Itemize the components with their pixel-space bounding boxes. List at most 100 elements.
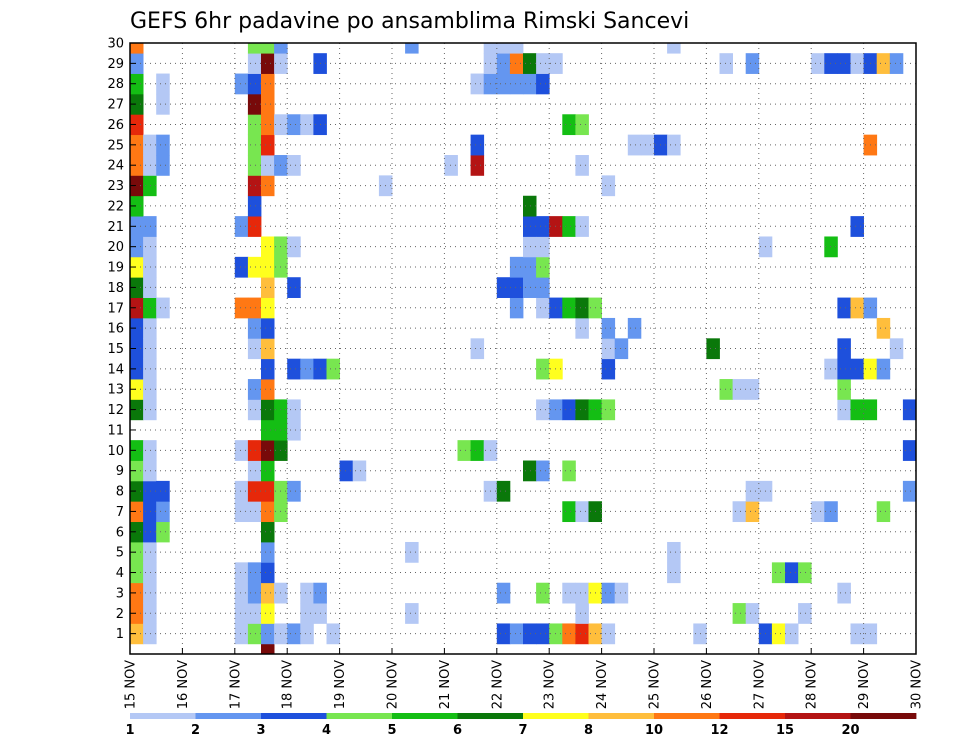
y-tick-label: 2 [116,607,124,622]
heatmap-cell [889,53,904,74]
heatmap-cell [470,338,485,360]
heatmap-cell [405,541,419,563]
heatmap-cell [261,175,275,197]
heatmap-cell [261,155,275,176]
heatmap-cell [667,43,681,54]
heatmap-cell [627,317,642,339]
heatmap-cell [261,236,275,258]
x-tick-label: 26 NOV [700,660,715,709]
heatmap-cell [470,155,485,176]
heatmap-cell [143,379,157,400]
heatmap-cell [536,358,550,380]
y-tick-label: 29 [107,57,124,72]
heatmap-cell [824,236,838,258]
heatmap-cell [798,562,812,584]
colorbar-label: 20 [841,723,859,738]
heatmap-cell [496,582,511,604]
heatmap-cell [287,236,301,258]
heatmap-cell [523,216,537,237]
x-tick-label: 18 NOV [281,660,296,709]
heatmap-cell [850,358,864,380]
heatmap-cell [562,297,576,319]
heatmap-cell [247,43,262,54]
heatmap-cell [261,582,275,604]
heatmap-cell [247,501,262,523]
colorbar-swatch [654,713,720,719]
heatmap-cell [536,623,550,645]
heatmap-cell [247,297,262,319]
heatmap-cell [247,216,262,237]
heatmap-cell [876,53,891,74]
heatmap-cell [261,114,275,136]
heatmap-cell [130,603,144,624]
heatmap-cell [837,297,851,319]
y-tick-label: 12 [107,403,124,418]
heatmap-cell [143,582,157,604]
heatmap-cell [601,175,616,197]
heatmap-cell [234,216,249,237]
x-axis-ticks: 15 NOV 16 NOV 17 NOV 18 NOV 19 NOV 20 NOV 21 N… [124,648,925,709]
heatmap-cell [771,562,786,584]
heatmap-cell [902,480,917,502]
colorbar-label: 5 [387,723,396,738]
heatmap-cell [234,501,249,523]
heatmap-cell [156,521,170,543]
heatmap-cell [536,582,550,604]
heatmap-cell [143,338,157,360]
heatmap-cell [811,53,825,74]
heatmap-cell [850,623,864,645]
x-tick-label: 30 NOV [910,660,925,709]
heatmap-cell [130,175,144,197]
heatmap-cell [261,643,275,655]
heatmap-cell [876,501,891,523]
y-tick-label: 24 [107,159,124,174]
heatmap-cell [130,155,144,176]
y-tick-label: 19 [107,261,124,276]
heatmap-cell [143,623,157,645]
heatmap-cell [562,460,576,482]
heatmap-cell [234,623,249,645]
heatmap-cell [143,277,157,298]
heatmap-cell [575,582,589,604]
heatmap-cell [876,358,891,380]
y-tick-label: 16 [107,322,124,337]
heatmap-cell [247,338,262,360]
heatmap-cell [509,256,524,278]
heatmap-cell [562,501,576,523]
heatmap-cell [745,603,760,624]
colorbar-label: 6 [453,723,462,738]
heatmap-cell [261,338,275,360]
heatmap-cell [536,277,550,298]
heatmap-cell [837,53,851,74]
y-tick-label: 15 [107,342,124,357]
heatmap-cell [575,297,589,319]
heatmap-cell [575,603,589,624]
heatmap-cell [130,277,144,298]
colorbar-swatch [326,713,393,719]
colorbar-swatch [719,713,786,719]
y-tick-label: 5 [116,546,124,561]
heatmap-cell [261,43,275,54]
heatmap-cell [575,216,589,237]
colorbar-swatch [195,713,262,719]
heatmap-cell [261,134,275,156]
heatmap-cell [575,399,589,421]
heatmap-cell [575,623,589,645]
heatmap-cell [143,562,157,584]
heatmap-cell [247,93,262,115]
heatmap-cell [496,623,511,645]
heatmap-cell [130,256,144,278]
heatmap-cells [130,43,917,655]
heatmap-cell [562,114,576,136]
heatmap-cell [143,358,157,380]
heatmap-cell [130,114,144,136]
heatmap-cell [143,440,157,461]
heatmap-cell [261,440,275,461]
heatmap-cell [156,155,170,176]
heatmap-cell [614,582,629,604]
heatmap-cell [261,93,275,115]
colorbar-label: 2 [191,723,200,738]
heatmap-cell [261,541,275,563]
heatmap-cell [889,338,904,360]
heatmap-cell [234,562,249,584]
